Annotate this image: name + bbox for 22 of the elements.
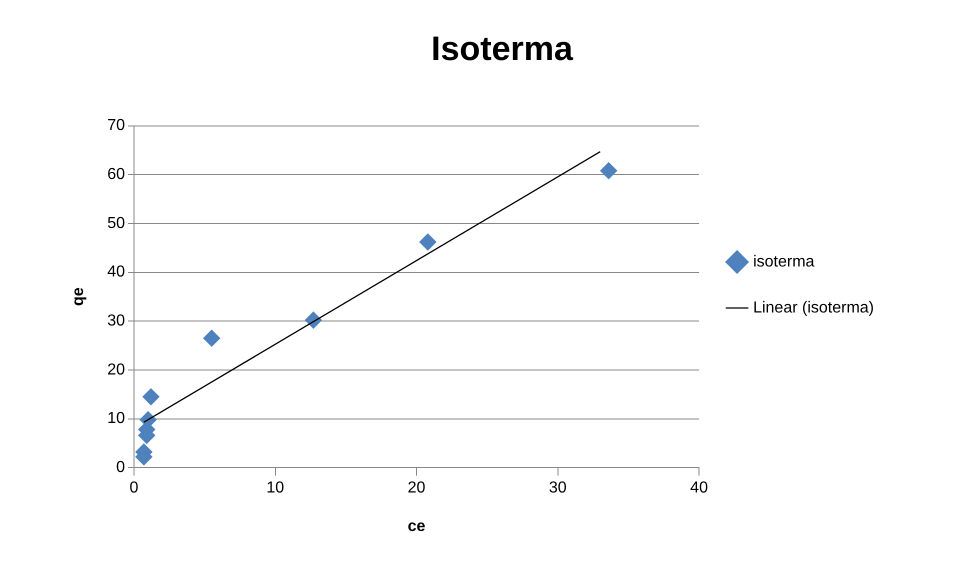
- y-tick-label: 70: [107, 117, 126, 134]
- point: [203, 330, 220, 347]
- y-tick-label: 20: [107, 361, 126, 378]
- y-tick-label: 30: [107, 312, 126, 330]
- x-axis-title: ce: [408, 518, 426, 535]
- x-tick-label: 20: [408, 480, 426, 497]
- legend-label: isoterma: [753, 253, 815, 270]
- x-tick-label: 0: [130, 480, 139, 497]
- y-tick-label: 10: [107, 410, 126, 428]
- legend-label: Linear (isoterma): [753, 299, 874, 316]
- chart-title: Isoterma: [431, 30, 574, 68]
- y-tick-label: 50: [107, 214, 126, 232]
- point: [600, 162, 618, 180]
- x-tick-label: 30: [548, 480, 567, 497]
- y-axis-title: qe: [70, 287, 88, 306]
- x-tick-label: 40: [690, 480, 708, 497]
- y-tick-label: 60: [107, 166, 126, 184]
- x-tick-label: 10: [266, 480, 284, 497]
- point: [142, 388, 160, 406]
- point: [419, 234, 436, 251]
- y-tick-label: 40: [107, 264, 126, 281]
- y-tick-label: 0: [116, 459, 126, 476]
